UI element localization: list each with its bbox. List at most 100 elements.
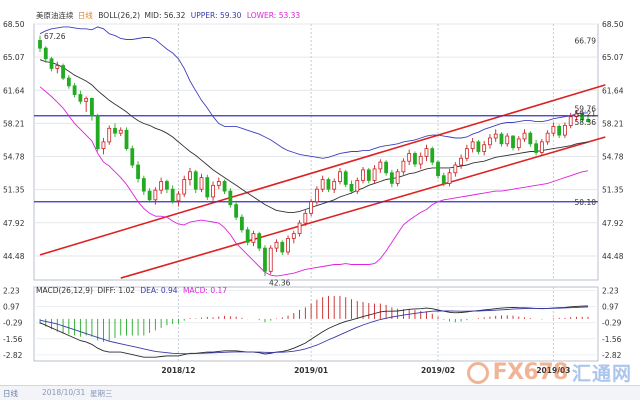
macd-label: MACD(26,12,9) <box>36 286 93 295</box>
y-tick-label-left: 51.35 <box>3 186 25 195</box>
y-tick-label-right: 58.21 <box>602 119 624 128</box>
x-tick-label: 2018/12 <box>161 366 195 375</box>
diff-value: 1.02 <box>118 286 135 295</box>
low-value-label: 42.36 <box>269 279 291 288</box>
candle-up <box>418 155 423 165</box>
candle-down <box>113 127 117 134</box>
candle-up <box>470 141 475 150</box>
candle-down <box>61 65 65 79</box>
candle-down <box>245 229 250 243</box>
y-tick-label-right: 44.48 <box>602 252 624 261</box>
candle-up <box>488 137 492 146</box>
macd-diff-line <box>39 305 589 358</box>
footer-bar: 日线 2018/10/31 星期三 <box>0 385 640 400</box>
candle-up <box>407 153 412 162</box>
candle-up <box>447 172 452 184</box>
candle-down <box>239 216 244 231</box>
candle-down <box>263 247 267 272</box>
diff-label: DIFF: <box>97 286 116 295</box>
candle-up <box>268 247 273 272</box>
boll-label: BOLL(26,2) <box>98 11 140 20</box>
macd-value: 0.17 <box>210 286 227 295</box>
lower-value: 53.33 <box>279 11 301 20</box>
candle-down <box>511 135 515 149</box>
candle-down <box>441 175 446 184</box>
candle-up <box>199 177 204 190</box>
mid-label: MID: <box>145 11 162 20</box>
x-axis-labels: 2018/12 2019/01 2019/02 2019/03 <box>161 366 570 375</box>
candle-up <box>251 233 256 243</box>
candle-up <box>459 157 463 166</box>
candle-down <box>78 94 83 102</box>
right-price-label: 66.79 <box>575 37 597 46</box>
candle-up <box>84 97 89 102</box>
candle-up <box>505 135 510 145</box>
lower-label: LOWER: <box>247 11 276 20</box>
candle-up <box>211 184 215 198</box>
candle-down <box>557 126 562 136</box>
candle-down <box>234 204 239 218</box>
bollinger-bands <box>39 26 589 277</box>
macd-series <box>39 295 589 358</box>
candle-down <box>136 164 140 179</box>
candle-down <box>124 129 129 150</box>
high-value-label: 67.26 <box>44 32 66 41</box>
candle-down <box>141 178 146 192</box>
candle-down <box>499 133 504 145</box>
candle-down <box>384 161 389 174</box>
candle-down <box>222 181 227 192</box>
candle-up <box>291 233 296 239</box>
footer-date: 2018/10/31 <box>42 388 86 397</box>
timeframe-label[interactable]: 日线 <box>78 10 93 20</box>
candle-up <box>551 126 556 134</box>
candle-down <box>90 97 94 117</box>
candle-up <box>378 161 383 170</box>
candle-up <box>568 116 573 126</box>
x-tick-label: 2019/02 <box>421 366 455 375</box>
candle-up <box>424 148 429 157</box>
x-tick-label: 2019/03 <box>536 366 570 375</box>
macd-value-label: MACD: <box>183 286 208 295</box>
candle-up <box>395 171 400 184</box>
candle-up <box>176 193 181 202</box>
candle-down <box>170 188 175 202</box>
price-panel-frame <box>33 23 599 281</box>
candle-up <box>482 144 487 152</box>
candle-down <box>165 181 169 190</box>
y-tick-label-right: 68.50 <box>602 20 624 29</box>
y-tick-label-left: 68.50 <box>3 20 25 29</box>
candle-up <box>332 181 337 190</box>
candle-up <box>216 181 221 186</box>
candle-down <box>95 115 100 150</box>
candle-up <box>539 141 544 153</box>
candle-down <box>343 171 348 185</box>
candle-up <box>55 65 60 69</box>
candle-up <box>309 201 314 214</box>
y-tick-label-left: 44.48 <box>3 252 25 261</box>
macd-dea-line <box>39 306 589 355</box>
x-tick-label: 2019/01 <box>294 366 328 375</box>
y-axis-labels: 68.50 68.50 65.07 65.07 61.64 61.64 58.21 58.21… <box>3 20 624 360</box>
candle-down <box>66 77 71 87</box>
candle-down <box>257 233 262 249</box>
candle-down <box>413 153 417 165</box>
boll-upper-line <box>39 26 588 159</box>
footer-weekday: 星期三 <box>90 389 113 398</box>
footer-timeframe-tab[interactable]: 日线 <box>3 389 18 398</box>
candle-down <box>528 132 533 145</box>
candle-up <box>464 148 469 159</box>
candle-up <box>338 171 342 182</box>
candle-up <box>453 164 458 174</box>
candle-down <box>193 171 198 190</box>
dea-label: DEA: <box>140 286 158 295</box>
candle-down <box>534 143 538 153</box>
candle-up <box>107 127 112 143</box>
candle-up <box>101 141 106 150</box>
candle-down <box>476 141 481 152</box>
candle-down <box>43 47 48 60</box>
y-tick-label-left: 47.92 <box>3 219 25 228</box>
candle-up <box>297 222 302 235</box>
symbol-name: 美原油连续 <box>36 10 74 20</box>
candle-down <box>349 183 354 192</box>
